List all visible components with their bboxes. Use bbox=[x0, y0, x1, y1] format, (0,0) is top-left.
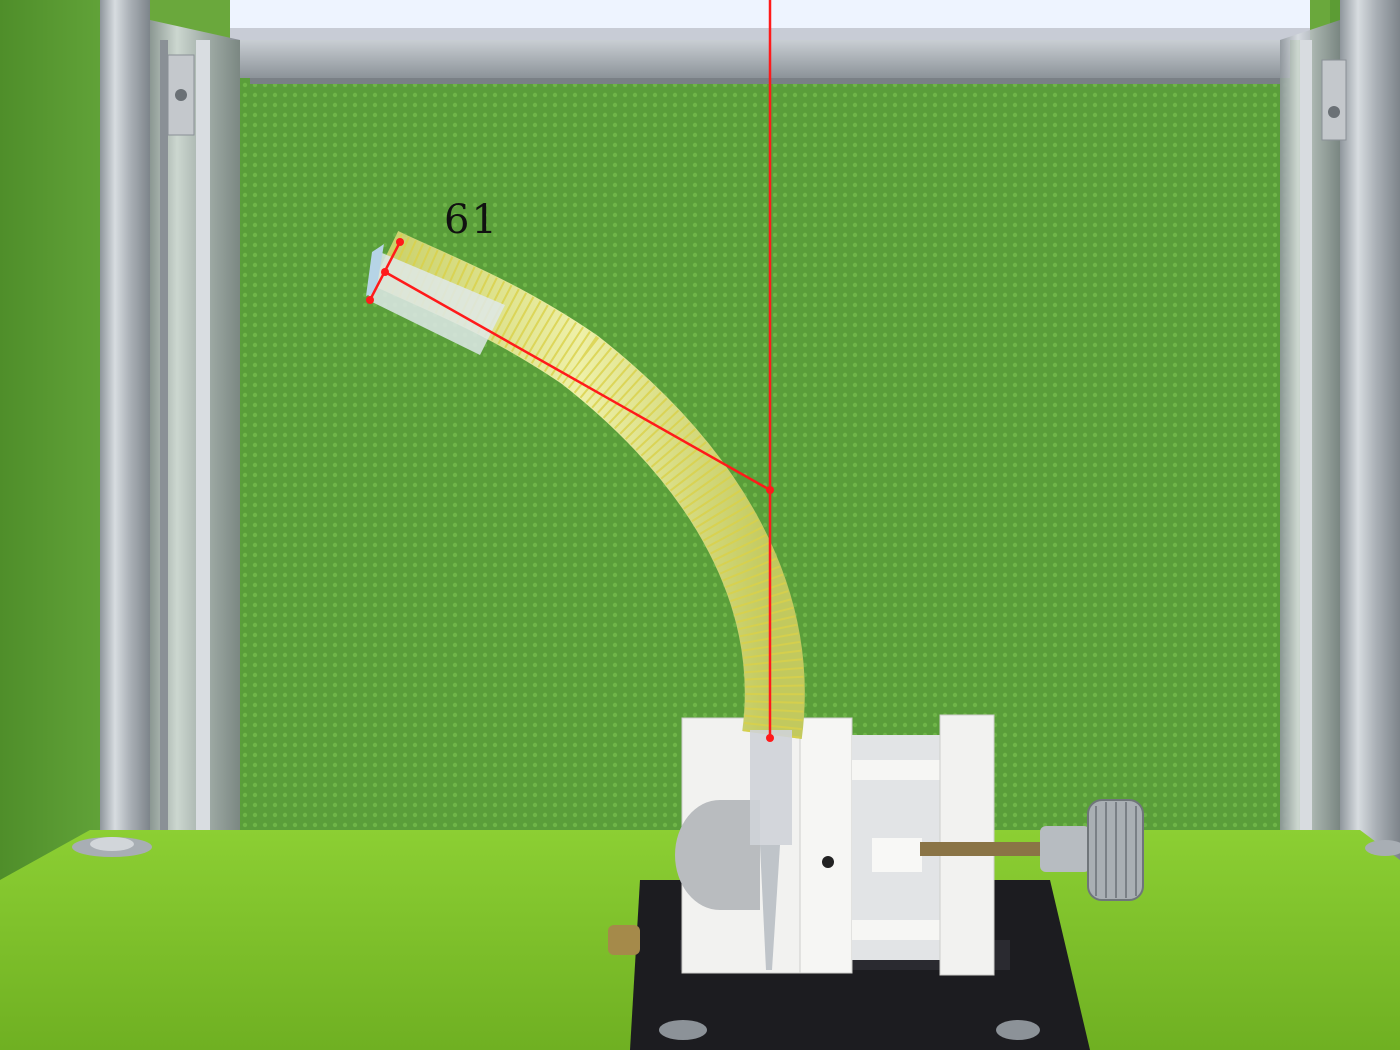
top-rail bbox=[240, 40, 1290, 78]
right-bracket bbox=[1321, 59, 1347, 141]
side-pin bbox=[608, 925, 640, 955]
right-rail-outer bbox=[1340, 0, 1400, 860]
threaded-rod bbox=[920, 842, 1060, 856]
tip-tangent-line bbox=[384, 270, 771, 492]
tube-inlet bbox=[750, 730, 792, 845]
base-screw-left bbox=[659, 1020, 707, 1040]
marker-tip-bottom bbox=[366, 296, 374, 304]
left-rail-outer bbox=[100, 0, 150, 860]
clamp-mid-block bbox=[799, 717, 853, 974]
marker-intersection bbox=[766, 486, 774, 494]
base-screw-right bbox=[996, 1020, 1040, 1040]
marker-base bbox=[766, 734, 774, 742]
marker-tip-mid bbox=[381, 268, 389, 276]
angle-label: 61 bbox=[444, 197, 499, 243]
floor-bolt-right bbox=[1365, 840, 1400, 856]
left-rail-inner bbox=[150, 20, 240, 840]
marker-tip-top bbox=[396, 238, 404, 246]
